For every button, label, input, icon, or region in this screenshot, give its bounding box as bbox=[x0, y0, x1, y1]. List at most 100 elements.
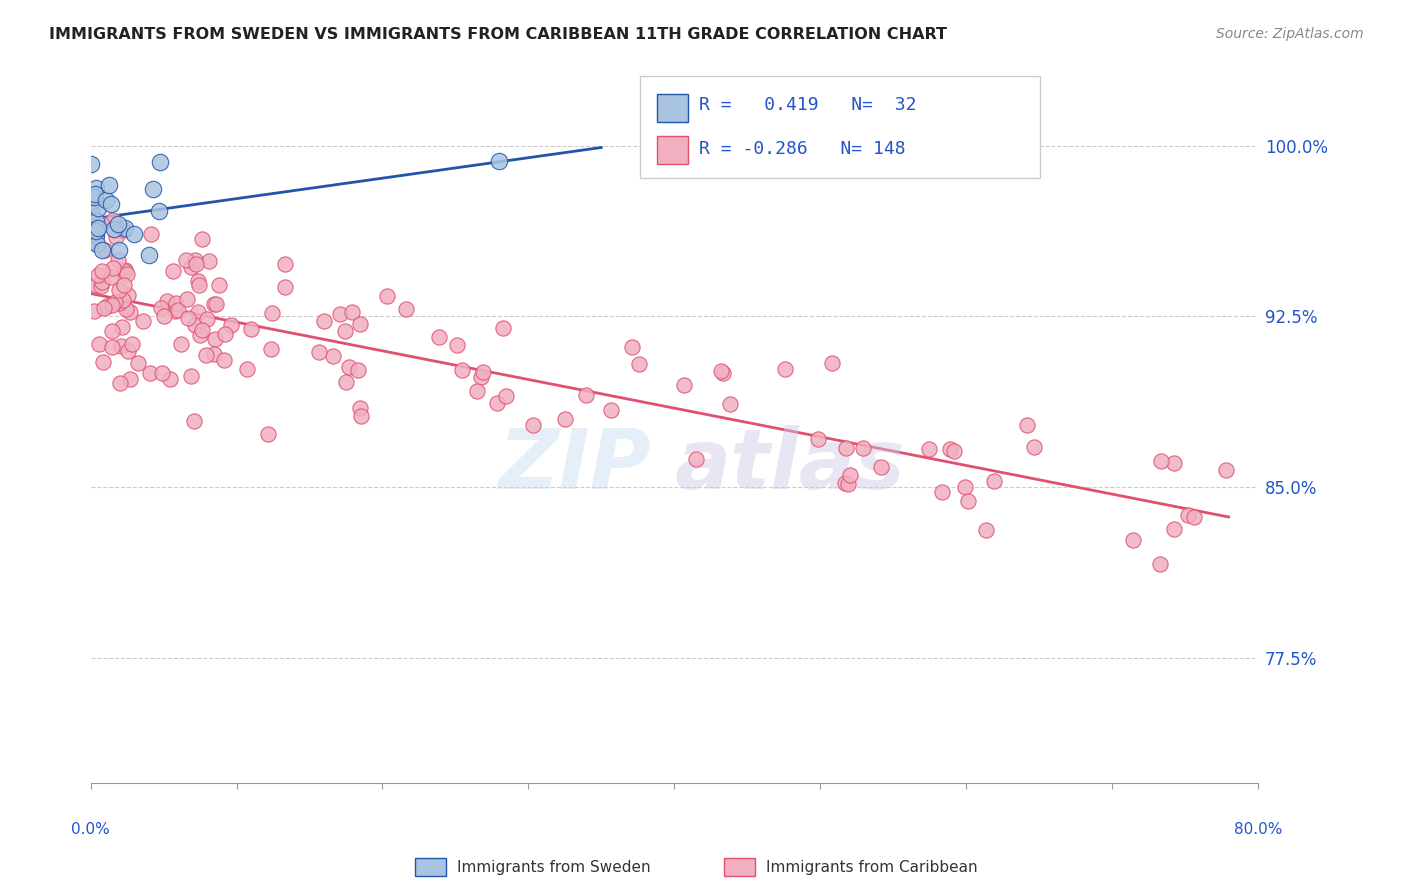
Point bbox=[176, 292, 198, 306]
Point bbox=[82, 217, 104, 231]
Text: atlas: atlas bbox=[675, 425, 905, 506]
Point bbox=[672, 377, 695, 392]
Point bbox=[121, 336, 143, 351]
Point bbox=[139, 366, 162, 380]
Point bbox=[91, 243, 114, 257]
Point bbox=[807, 432, 830, 446]
Point bbox=[554, 411, 576, 425]
Point bbox=[259, 342, 281, 356]
Point bbox=[177, 311, 200, 326]
Point bbox=[837, 477, 859, 491]
Point bbox=[80, 234, 103, 248]
Point bbox=[80, 157, 103, 171]
Point bbox=[834, 476, 856, 491]
Point bbox=[90, 279, 112, 293]
Point bbox=[953, 480, 976, 494]
Point bbox=[91, 263, 114, 277]
Point bbox=[86, 201, 108, 215]
Point bbox=[451, 362, 474, 376]
Point bbox=[114, 263, 136, 277]
Point bbox=[108, 296, 131, 310]
Point bbox=[821, 356, 844, 370]
Point bbox=[162, 263, 184, 277]
Point bbox=[835, 441, 858, 455]
Point bbox=[86, 237, 108, 252]
Point bbox=[274, 257, 297, 271]
Point bbox=[191, 232, 214, 246]
Point bbox=[91, 355, 114, 369]
Point bbox=[112, 277, 135, 292]
Point bbox=[150, 366, 173, 380]
Point bbox=[83, 190, 105, 204]
Point bbox=[82, 228, 104, 243]
Point bbox=[1150, 453, 1173, 467]
Text: ZIP: ZIP bbox=[498, 425, 651, 506]
Point bbox=[184, 318, 207, 332]
Point bbox=[101, 260, 124, 275]
Point bbox=[838, 467, 860, 482]
Point bbox=[97, 178, 120, 193]
Point bbox=[337, 359, 360, 374]
Point bbox=[1177, 508, 1199, 522]
Point bbox=[110, 339, 132, 353]
Text: IMMIGRANTS FROM SWEDEN VS IMMIGRANTS FROM CARIBBEAN 11TH GRADE CORRELATION CHART: IMMIGRANTS FROM SWEDEN VS IMMIGRANTS FRO… bbox=[49, 27, 948, 42]
Point bbox=[84, 180, 107, 194]
Point bbox=[117, 343, 139, 358]
Point bbox=[100, 270, 122, 285]
Point bbox=[84, 191, 107, 205]
Point bbox=[236, 362, 259, 376]
Point bbox=[257, 427, 280, 442]
Point bbox=[180, 369, 202, 384]
Point bbox=[100, 325, 122, 339]
Point bbox=[101, 298, 124, 312]
Text: Immigrants from Caribbean: Immigrants from Caribbean bbox=[766, 860, 979, 874]
Point bbox=[163, 304, 186, 318]
Point bbox=[187, 278, 209, 293]
Point bbox=[80, 194, 103, 208]
Point bbox=[187, 305, 209, 319]
Point bbox=[112, 293, 135, 307]
Point bbox=[711, 367, 734, 381]
Point bbox=[395, 301, 418, 316]
Point bbox=[166, 302, 188, 317]
Point bbox=[333, 324, 356, 338]
Point bbox=[942, 443, 965, 458]
Point bbox=[138, 248, 160, 262]
Point bbox=[108, 283, 131, 297]
Point bbox=[118, 305, 141, 319]
Point bbox=[190, 327, 212, 342]
Point bbox=[184, 252, 207, 267]
Point bbox=[329, 307, 352, 321]
Point bbox=[183, 413, 205, 427]
Point bbox=[470, 370, 492, 384]
Point bbox=[132, 314, 155, 328]
Point bbox=[472, 365, 495, 379]
Point bbox=[260, 306, 283, 320]
Point bbox=[103, 222, 125, 236]
Point bbox=[931, 484, 953, 499]
Point bbox=[488, 154, 510, 169]
Point bbox=[103, 213, 125, 227]
Point bbox=[93, 301, 115, 315]
Point bbox=[105, 230, 128, 244]
Point bbox=[101, 340, 124, 354]
Point bbox=[495, 389, 517, 403]
Point bbox=[83, 232, 105, 246]
Point bbox=[974, 523, 997, 537]
Text: 0.0%: 0.0% bbox=[72, 822, 110, 837]
Point bbox=[149, 301, 172, 315]
Point bbox=[82, 223, 104, 237]
Point bbox=[918, 442, 941, 457]
Point bbox=[350, 409, 373, 424]
Point bbox=[198, 254, 221, 268]
Point bbox=[274, 280, 297, 294]
Point bbox=[186, 257, 208, 271]
Point bbox=[180, 260, 202, 274]
Point bbox=[340, 305, 363, 319]
Point bbox=[80, 204, 103, 219]
Point bbox=[107, 217, 129, 231]
Point bbox=[205, 297, 228, 311]
Point bbox=[87, 337, 110, 351]
Point bbox=[84, 228, 107, 243]
Point bbox=[84, 224, 107, 238]
